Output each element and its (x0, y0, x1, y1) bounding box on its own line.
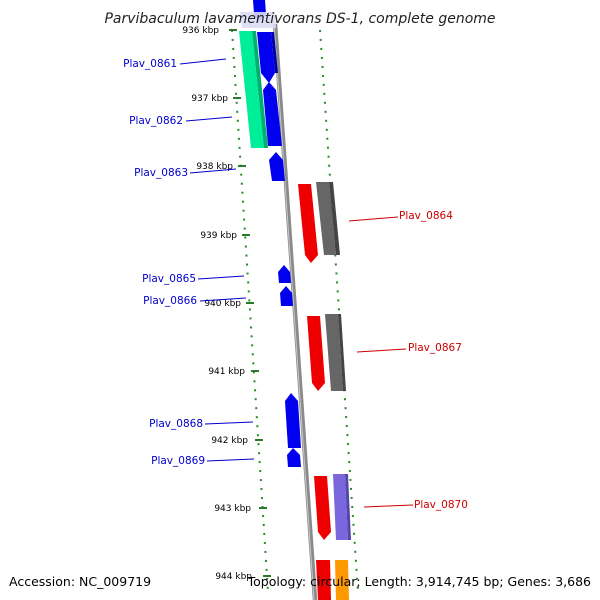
gene-arrow-plav-0867-gray-edge (338, 314, 346, 391)
gene-arrow-plav-0868 (285, 393, 301, 448)
leader-plav-0863 (189, 168, 237, 174)
gene-arrow-plav-0861-green (239, 31, 264, 148)
gene-label: Plav_0869 (151, 455, 205, 467)
leader-plav-0865 (197, 275, 245, 280)
leader-plav-0866 (199, 297, 247, 302)
gene-arrow-plav-0861-shadow (252, 31, 268, 148)
gene-label: Plav_0865 (142, 273, 196, 285)
gene-arrow-partial-red (316, 560, 331, 600)
left-dotted-guide (231, 29, 269, 593)
gene-arrow-plav-0863 (269, 152, 285, 181)
leader-plav-0868 (204, 421, 254, 425)
gene-features (239, 0, 351, 600)
gene-arrow-plav-0866 (280, 286, 293, 306)
accession-text: Accession: NC_009719 (9, 574, 151, 589)
tick-label: 941 kbp (208, 367, 245, 377)
scale-ticks: 936 kbp 937 kbp 938 kbp 939 kbp 940 kbp … (182, 26, 271, 582)
gene-label: Plav_0870 (414, 499, 468, 511)
leader-plav-0862 (185, 116, 233, 122)
tick-label: 939 kbp (200, 231, 237, 241)
gene-arrow-plav-0865 (278, 265, 291, 283)
gene-arrow-plav-0864-red (298, 184, 318, 263)
gene-arrow-plav-0867-red (307, 316, 325, 391)
gene-labels: Plav_0861 Plav_0862 Plav_0863 Plav_0864 … (123, 58, 468, 511)
tick-label: 944 kbp (215, 572, 252, 582)
genome-summary-text: Topology: circular; Length: 3,914,745 bp… (247, 574, 591, 589)
tick-label: 940 kbp (204, 299, 241, 309)
leader-plav-0861 (179, 58, 227, 65)
gene-arrow-plav-0861-edge (271, 32, 278, 73)
gene-arrow-plav-0869 (287, 448, 301, 467)
leader-plav-0867 (356, 348, 407, 353)
gene-label: Plav_0864 (399, 210, 453, 222)
gene-arrow-plav-0870-purple-edge (345, 474, 351, 540)
gene-arrow-plav-0862 (263, 82, 282, 146)
right-dotted-guide (319, 29, 359, 593)
gene-arrow-plav-0864-gray (316, 182, 336, 255)
label-leaders (179, 58, 414, 508)
gene-label: Plav_0861 (123, 58, 177, 70)
gene-label: Plav_0863 (134, 167, 188, 179)
gene-arrow-plav-0870-red (314, 476, 331, 540)
gene-arrow-partial-fade (240, 12, 276, 28)
tick-label: 936 kbp (182, 26, 219, 36)
gene-arrow-plav-0870-purple (333, 474, 348, 540)
gene-arrow-plav-0867-gray (325, 314, 343, 391)
gene-arrow-plav-0861 (257, 32, 275, 83)
leader-plav-0864 (348, 216, 399, 222)
tick-label: 942 kbp (211, 436, 248, 446)
gene-label: Plav_0868 (149, 418, 203, 430)
leader-plav-0869 (206, 458, 255, 462)
tick-label: 943 kbp (214, 504, 251, 514)
gene-arrow-partial-orange (335, 560, 349, 600)
gene-label: Plav_0867 (408, 342, 462, 354)
genome-backbone (272, 23, 318, 600)
tick-label: 937 kbp (191, 94, 228, 104)
tick-label: 938 kbp (196, 162, 233, 172)
map-title: Parvibaculum lavamentivorans DS-1, compl… (104, 11, 495, 27)
genome-backbone-highlight (273, 23, 315, 600)
gene-arrow-plav-0864-gray-edge (329, 182, 340, 255)
leader-plav-0870 (363, 504, 414, 508)
gene-label: Plav_0866 (143, 295, 197, 307)
gene-label: Plav_0862 (129, 115, 183, 127)
